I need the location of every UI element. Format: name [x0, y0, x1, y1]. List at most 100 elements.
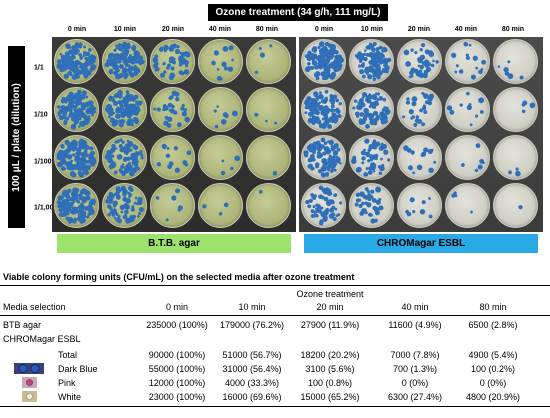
btb-plate-r2-c1	[102, 135, 147, 180]
dark-blue-value-40: 700 (1.3%)	[392, 364, 438, 374]
table-header-rule	[0, 315, 550, 316]
btb-plate-r3-c0	[54, 183, 99, 228]
pink-colony-icon	[22, 377, 37, 388]
col-header-10: 10 min	[238, 302, 266, 312]
table-bottom-rule	[0, 406, 550, 407]
time-label-80-left: 80 min	[255, 26, 279, 33]
btb-agar-plate-photo	[52, 37, 296, 232]
btb-plate-r2-c4	[246, 135, 291, 180]
dark-blue-value-0: 55000 (100%)	[148, 364, 206, 374]
chromagar-plate-r2-c3	[445, 135, 490, 180]
chromagar-plate-r2-c0	[301, 135, 346, 180]
btb-plate-r3-c2	[150, 183, 195, 228]
pink-value-10: 4000 (33.3%)	[224, 378, 280, 388]
btb-plate-r3-c3	[198, 183, 243, 228]
btb-plate-r0-c4	[246, 39, 291, 84]
total-value-20: 18200 (20.2%)	[300, 350, 360, 360]
time-label-0-left: 0 min	[67, 26, 87, 33]
time-label-10-left: 10 min	[113, 26, 137, 33]
btb-plate-r1-c3	[198, 87, 243, 132]
total-value-0: 90000 (100%)	[148, 350, 206, 360]
chromagar-plate-r0-c2	[397, 39, 442, 84]
dilution-label-10: 1/10	[34, 111, 48, 119]
dark-blue-colony-icon	[14, 363, 44, 374]
dark-blue-value-80: 100 (0.2%)	[470, 364, 516, 374]
chromagar-plate-r3-c0	[301, 183, 346, 228]
time-label-40-left: 40 min	[208, 26, 232, 33]
btb-value-20: 27900 (11.9%)	[300, 320, 360, 330]
dilution-axis-text: 100 μL / plate (dilution)	[11, 82, 23, 192]
pink-value-20: 100 (0.8%)	[307, 378, 353, 388]
chromagar-plate-r2-c4	[493, 135, 538, 180]
btb-plate-r0-c1	[102, 39, 147, 84]
chromagar-esbl-plate-photo	[299, 37, 543, 232]
white-value-10: 16000 (69.6%)	[222, 392, 282, 402]
col-header-80: 80 min	[479, 302, 507, 312]
chromagar-plate-r0-c4	[493, 39, 538, 84]
col-header-40: 40 min	[401, 302, 429, 312]
btb-agar-label: B.T.B. agar	[57, 234, 291, 253]
btb-plate-r0-c0	[54, 39, 99, 84]
btb-plate-r2-c3	[198, 135, 243, 180]
btb-plate-r0-c3	[198, 39, 243, 84]
dilution-label-1: 1/1	[34, 64, 44, 72]
chromagar-plate-r3-c2	[397, 183, 442, 228]
chromagar-plate-r3-c1	[349, 183, 394, 228]
pink-row-label: Pink	[58, 378, 76, 388]
chromagar-plate-r2-c1	[349, 135, 394, 180]
time-label-80-right: 80 min	[501, 26, 525, 33]
dark-blue-value-20: 3100 (5.6%)	[305, 364, 355, 374]
media-selection-header: Media selection	[3, 302, 66, 312]
btb-value-10: 179000 (76.2%)	[219, 320, 285, 330]
white-row-label: White	[58, 392, 82, 402]
btb-agar-row-label: BTB agar	[3, 320, 42, 330]
white-value-80: 4800 (20.9%)	[465, 392, 521, 402]
pink-value-40: 0 (0%)	[401, 378, 429, 388]
btb-value-80: 6500 (2.8%)	[468, 320, 518, 330]
time-label-10-right: 10 min	[360, 26, 384, 33]
ozone-treatment-title: Ozone treatment (34 g/h, 111 mg/L)	[208, 4, 388, 21]
total-row-label: Total	[58, 350, 78, 360]
pink-value-80: 0 (0%)	[479, 378, 507, 388]
chromagar-plate-r0-c1	[349, 39, 394, 84]
time-label-0-right: 0 min	[314, 26, 334, 33]
btb-value-0: 235000 (100%)	[146, 320, 208, 330]
dilution-axis-label: 100 μL / plate (dilution)	[8, 46, 25, 228]
btb-plate-r2-c2	[150, 135, 195, 180]
white-value-40: 6300 (27.4%)	[387, 392, 443, 402]
btb-plate-r1-c4	[246, 87, 291, 132]
chromagar-plate-r1-c3	[445, 87, 490, 132]
chromagar-plate-r1-c1	[349, 87, 394, 132]
ozone-treatment-group-header: Ozone treatment	[296, 289, 364, 299]
chromagar-esbl-label: CHROMagar ESBL	[304, 234, 538, 253]
dilution-label-100: 1/100	[34, 158, 52, 166]
chromagar-plate-r3-c3	[445, 183, 490, 228]
time-label-20-left: 20 min	[161, 26, 185, 33]
chromagar-plate-r1-c2	[397, 87, 442, 132]
btb-plate-r0-c2	[150, 39, 195, 84]
btb-value-40: 11600 (4.9%)	[388, 320, 442, 330]
white-value-20: 15000 (65.2%)	[300, 392, 360, 402]
total-value-80: 4900 (5.4%)	[468, 350, 518, 360]
time-label-40-right: 40 min	[454, 26, 478, 33]
btb-plate-r1-c0	[54, 87, 99, 132]
chromagar-plate-r0-c0	[301, 39, 346, 84]
chromagar-plate-r1-c0	[301, 87, 346, 132]
table-top-rule	[0, 285, 550, 286]
total-value-40: 7000 (7.8%)	[390, 350, 440, 360]
btb-plate-r2-c0	[54, 135, 99, 180]
btb-plate-r3-c4	[246, 183, 291, 228]
white-colony-icon	[22, 391, 37, 402]
chromagar-plate-r3-c4	[493, 183, 538, 228]
chromagar-plate-r0-c3	[445, 39, 490, 84]
btb-plate-r1-c1	[102, 87, 147, 132]
white-value-0: 23000 (100%)	[148, 392, 206, 402]
table-caption: Viable colony forming units (CFU/mL) on …	[3, 272, 355, 282]
chromagar-plate-r1-c4	[493, 87, 538, 132]
btb-plate-r1-c2	[150, 87, 195, 132]
total-value-10: 51000 (56.7%)	[222, 350, 282, 360]
pink-value-0: 12000 (100%)	[148, 378, 206, 388]
btb-plate-r3-c1	[102, 183, 147, 228]
chromagar-group-label: CHROMagar ESBL	[3, 334, 81, 344]
chromagar-plate-r2-c2	[397, 135, 442, 180]
